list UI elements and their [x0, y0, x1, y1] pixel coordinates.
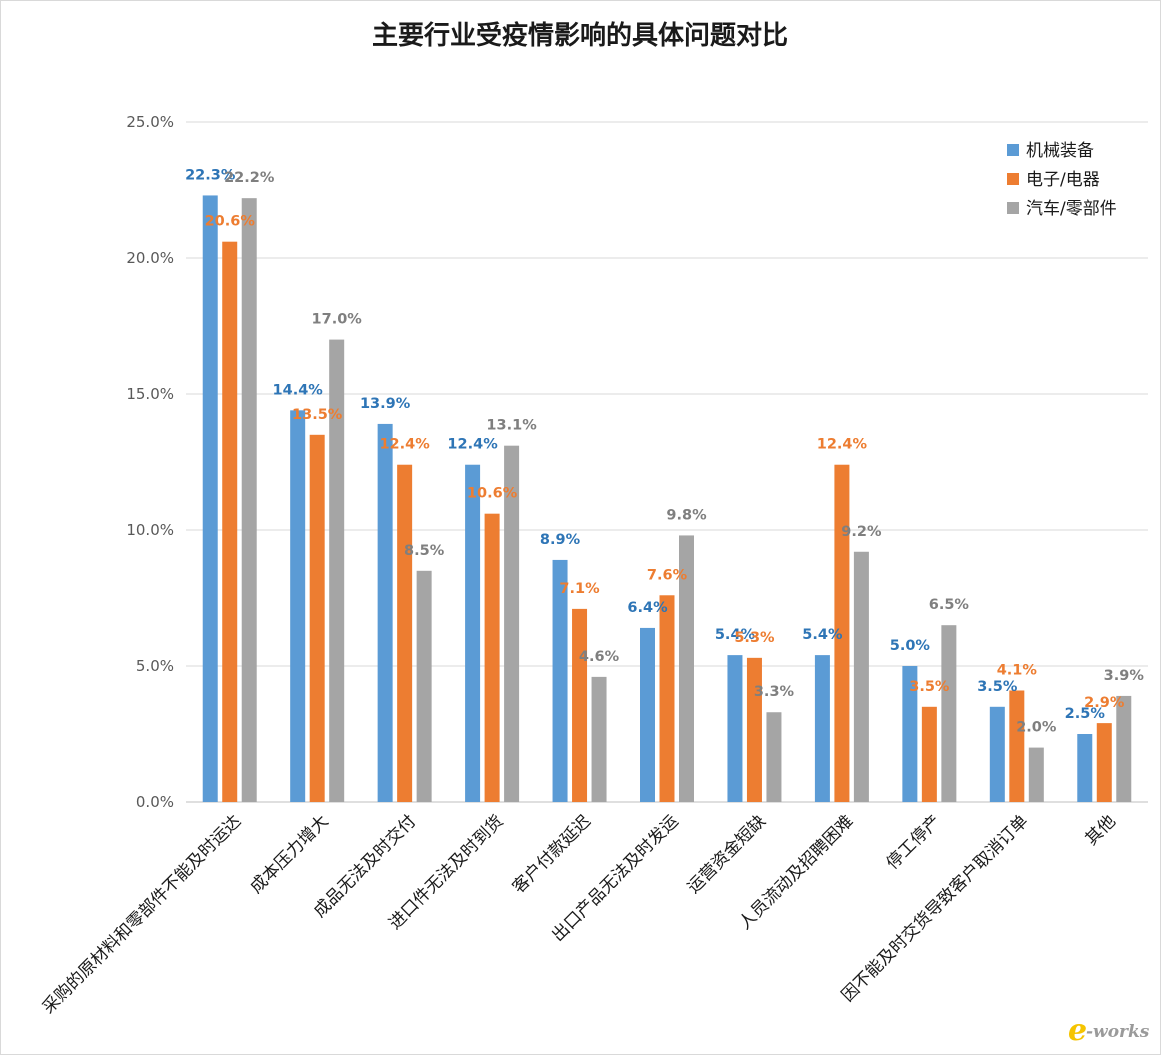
bar — [504, 445, 520, 802]
category-label: 成本压力增大 — [246, 811, 332, 897]
bar — [377, 423, 393, 802]
y-tick-label: 5.0% — [136, 657, 174, 675]
bar — [202, 195, 218, 802]
bar — [766, 712, 782, 802]
legend-label: 汽车/零部件 — [1026, 199, 1117, 219]
data-label: 2.0% — [1016, 720, 1057, 736]
watermark-e: e — [1068, 1013, 1087, 1048]
grid-layer: 0.0% 5.0% 10.0% 15.0% 20.0% 25.0% — [126, 113, 1148, 811]
bar — [222, 241, 238, 802]
legend-label: 电子/电器 — [1026, 170, 1100, 190]
bar — [397, 464, 413, 802]
data-label: 13.5% — [292, 407, 343, 423]
bar — [941, 625, 957, 802]
data-label-layer: 22.3% 20.6% 22.2% 14.4% 13.5% 17.0% 13.9% 12.4%… — [185, 167, 1144, 735]
data-label: 3.9% — [1104, 668, 1145, 684]
bar — [1096, 723, 1112, 802]
bar — [679, 535, 694, 802]
bar — [552, 559, 568, 802]
data-label: 12.4% — [379, 437, 430, 453]
bar — [659, 595, 675, 802]
bar — [1116, 695, 1132, 802]
data-label: 22.2% — [224, 170, 275, 186]
data-label: 5.4% — [802, 627, 843, 643]
category-label: 因不能及时交货导致客户取消订单 — [838, 811, 1032, 1005]
data-label: 2.9% — [1084, 695, 1125, 711]
bar — [727, 655, 743, 802]
data-label: 22.3% — [185, 167, 236, 183]
eworks-logo: e -works — [1068, 1013, 1150, 1048]
category-label: 其他 — [1082, 811, 1120, 849]
bar — [290, 410, 306, 802]
data-label: 13.1% — [486, 418, 537, 434]
bar — [853, 551, 869, 802]
data-label: 14.4% — [273, 382, 324, 398]
bar — [746, 657, 762, 802]
y-tick-label: 20.0% — [126, 249, 174, 267]
watermark-works: -works — [1086, 1022, 1150, 1042]
category-label: 采购的原材料和零部件不能及时运达 — [39, 811, 245, 1017]
data-label: 3.5% — [977, 679, 1018, 695]
bar — [465, 464, 481, 802]
bar — [834, 464, 850, 802]
category-label: 停工停产 — [883, 811, 945, 873]
data-label: 6.5% — [929, 597, 970, 613]
data-label: 5.0% — [890, 638, 931, 654]
bar — [814, 655, 830, 802]
data-label: 4.6% — [579, 649, 620, 665]
bar — [1028, 747, 1044, 802]
legend-swatch — [1007, 144, 1019, 156]
data-label: 5.3% — [734, 630, 775, 646]
bar — [309, 434, 325, 802]
data-label: 17.0% — [312, 312, 363, 328]
y-tick-label: 10.0% — [126, 521, 174, 539]
chart-title: 主要行业受疫情影响的具体问题对比 — [372, 20, 788, 51]
data-label: 7.1% — [559, 581, 600, 597]
bar — [989, 706, 1005, 802]
data-label: 12.4% — [817, 437, 868, 453]
data-label: 4.1% — [997, 662, 1038, 678]
data-label: 12.4% — [447, 437, 498, 453]
bar — [572, 608, 588, 802]
data-label: 3.3% — [754, 684, 795, 700]
bar — [241, 198, 257, 802]
bar — [484, 513, 500, 802]
y-tick-label: 15.0% — [126, 385, 174, 403]
legend-swatch — [1007, 173, 1019, 185]
data-label: 10.6% — [467, 486, 518, 502]
bar — [329, 339, 345, 802]
bar — [1077, 734, 1093, 802]
data-label: 3.5% — [909, 679, 950, 695]
bar — [416, 570, 432, 802]
bar — [640, 627, 655, 802]
bar — [902, 666, 918, 802]
data-label: 6.4% — [627, 600, 668, 616]
legend-swatch — [1007, 202, 1019, 214]
category-label: 运营资金短缺 — [684, 811, 770, 897]
category-label-layer: 采购的原材料和零部件不能及时运达 成本压力增大成品无法及时交付进口件无法及时到货客… — [39, 811, 1120, 1017]
data-label: 9.2% — [841, 524, 882, 540]
data-label: 8.5% — [404, 543, 445, 559]
data-label: 9.8% — [666, 507, 707, 523]
y-tick-label: 0.0% — [136, 793, 174, 811]
data-label: 20.6% — [205, 214, 256, 230]
legend-label: 机械装备 — [1026, 141, 1094, 161]
y-tick-label: 25.0% — [126, 113, 174, 131]
data-label: 8.9% — [540, 532, 581, 548]
bar-layer — [202, 195, 1132, 802]
bar — [1009, 690, 1025, 802]
category-label: 客户付款延迟 — [509, 811, 595, 897]
data-label: 5.4% — [715, 627, 756, 643]
bar — [591, 676, 607, 802]
data-label: 13.9% — [360, 396, 411, 412]
data-label: 7.6% — [647, 567, 688, 583]
bar — [921, 706, 937, 802]
data-label: 2.5% — [1065, 706, 1106, 722]
